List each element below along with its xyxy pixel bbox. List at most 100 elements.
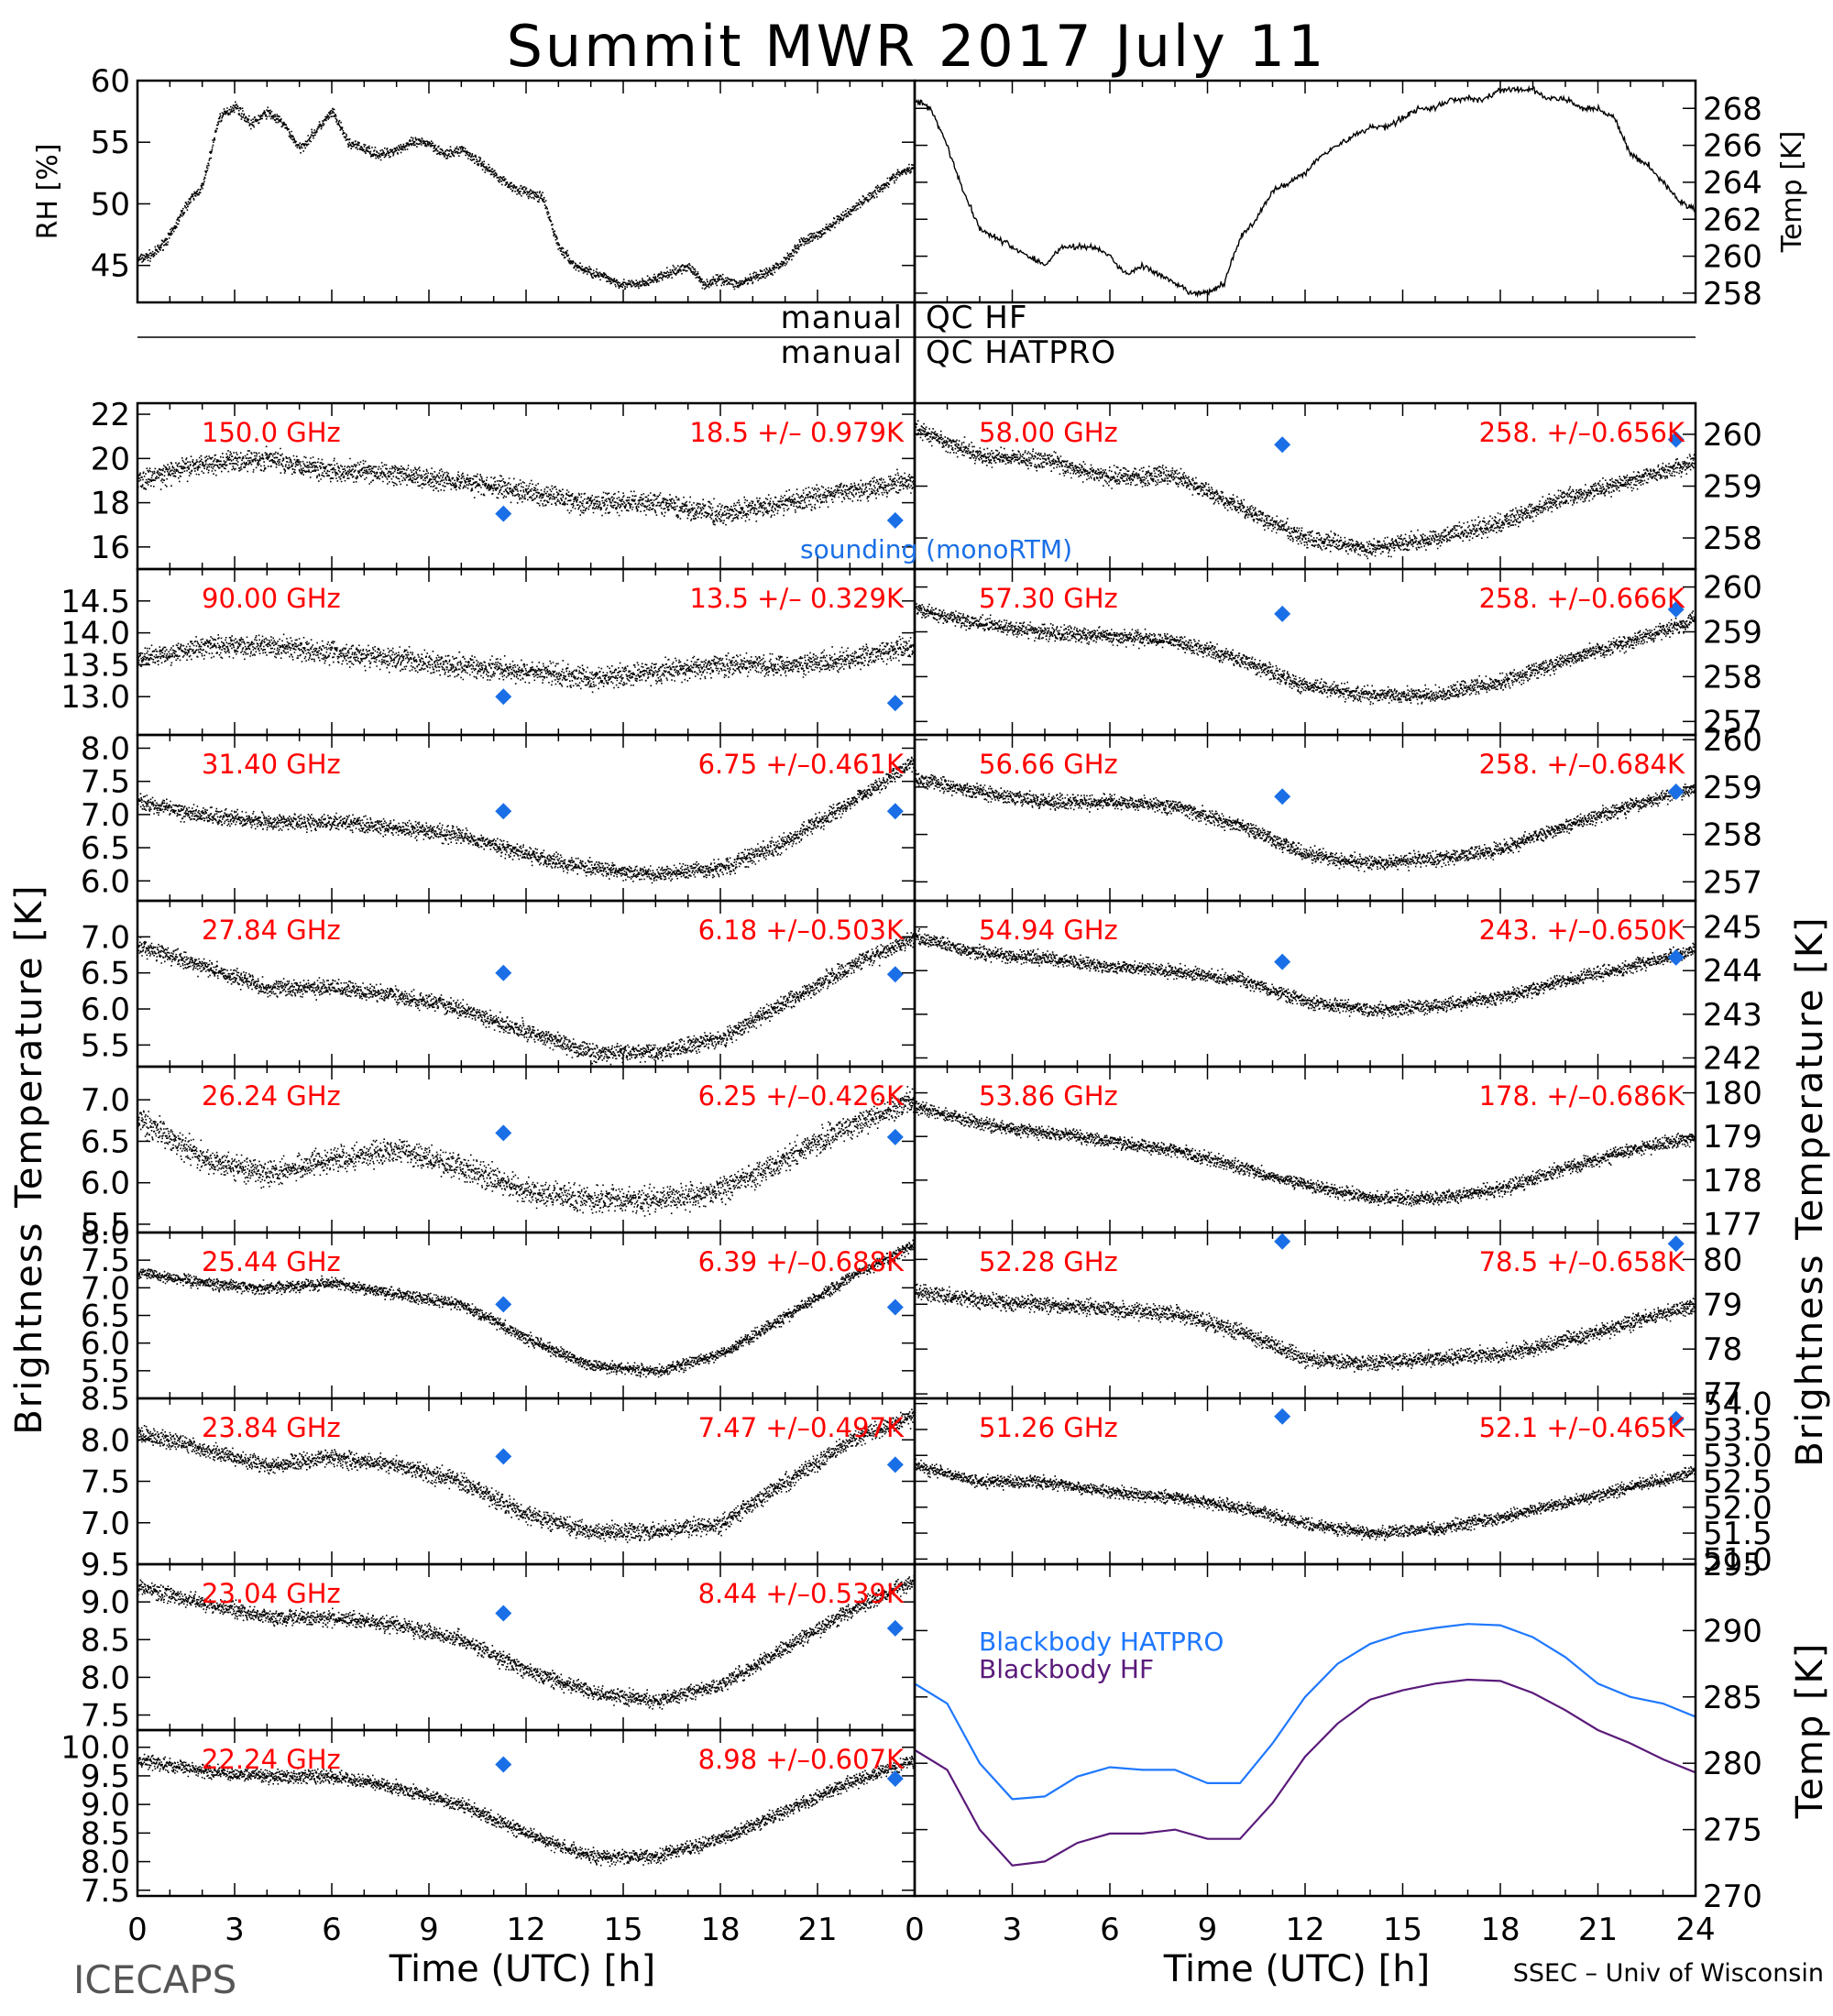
ytick-label-bt23_84: 8.5 [81, 1381, 130, 1418]
trace-bt52 [915, 1283, 1696, 1373]
xtick-label-left: 18 [700, 1912, 740, 1948]
qc-hf-left: manual [781, 300, 903, 336]
ytick-label-bt51: 53.5 [1703, 1412, 1773, 1449]
panel-bt22: 7.58.08.59.09.510.0 22.24 GHz 8.98 +/–0.60… [60, 1728, 916, 1910]
ytick-label-bt27: 5.5 [81, 1027, 130, 1064]
ytick-label-bt51: 51.5 [1703, 1516, 1773, 1552]
frame-blackbody [913, 1562, 1697, 1898]
ytick-label-bt23_04: 8.5 [81, 1622, 130, 1659]
ytick-label-temp: 264 [1703, 165, 1762, 202]
ytick-label-temp: 266 [1703, 128, 1762, 165]
xtick-label-left: 6 [322, 1912, 342, 1948]
trace-bt57_30 [915, 603, 1696, 706]
ytick-label-bt90: 13.5 [60, 647, 130, 684]
ytick-label-bt57_30: 259 [1703, 614, 1762, 651]
freq-label-bt150: 150.0 GHz [202, 417, 341, 448]
panel-bt23_04: 7.58.08.59.09.5 23.04 GHz 8.44 +/–0.539K [81, 1547, 916, 1735]
figure-title: Summit MWR 2017 July 11 [507, 13, 1327, 80]
sounding-marker-bt150-1 [886, 511, 904, 529]
ytick-label-bt27: 6.5 [81, 956, 130, 992]
sounding-marker-bt150-0 [495, 505, 512, 522]
ytick-label-temp: 260 [1703, 239, 1762, 276]
trace-points-bt90 [137, 633, 915, 694]
sounding-marker-bt26-1 [886, 1128, 904, 1145]
panel-bt54: 242 243 244 245 54.94 GHz 243. +/–0.650K [913, 899, 1762, 1077]
panel-bt53: 177 178 179 180 53.86 GHz 178. +/–0.686K [913, 1065, 1762, 1243]
ytick-label-bt25: 5.5 [81, 1353, 130, 1390]
ytick-label-bt52: 79 [1703, 1287, 1742, 1323]
freq-label-bt53: 53.86 GHz [979, 1080, 1118, 1112]
sounding-marker-bt57_30-1 [1667, 601, 1685, 619]
freq-label-bt22: 22.24 GHz [202, 1744, 341, 1775]
trace-points-bt23_84 [137, 1407, 915, 1543]
ytick-label-bt52: 78 [1703, 1331, 1742, 1368]
stat-label-bt56: 258. +/–0.684K [1479, 749, 1685, 780]
rh-ylabel: RH [%] [32, 144, 64, 240]
trace-points-bt52 [915, 1283, 1696, 1373]
sounding-marker-bt57_30-0 [1274, 605, 1291, 622]
trace-points-bt53 [915, 1101, 1696, 1207]
ytick-label-blackbody: 285 [1703, 1680, 1762, 1716]
trace-bt51 [915, 1458, 1696, 1541]
ytick-label-rh: 55 [91, 125, 130, 161]
xtick-label-left: 3 [225, 1912, 245, 1948]
sounding-marker-bt23_04-1 [886, 1619, 904, 1637]
panel-bt51: 51.051.552.052.553.053.554.0 51.26 GHz 52.… [913, 1386, 1773, 1578]
trace-bt27 [137, 932, 915, 1066]
panel-bt31: 6.06.57.07.58.0 31.40 GHz 6.75 +/–0.461K [81, 730, 916, 903]
stat-label-bt23_84: 7.47 +/–0.497K [698, 1412, 905, 1443]
ytick-label-blackbody: 290 [1703, 1613, 1762, 1649]
sounding-marker-bt23_04-0 [495, 1605, 512, 1622]
ytick-label-bt26: 5.5 [81, 1207, 130, 1244]
series-line-blackbody-hf [915, 1678, 1696, 1867]
trace-line-temp [915, 84, 1696, 299]
stat-label-bt25: 6.39 +/–0.688K [698, 1246, 905, 1277]
panel-bt90: 13.013.514.014.5 90.00 GHz 13.5 +/– 0.329K [60, 567, 916, 737]
ytick-label-bt56: 258 [1703, 817, 1762, 854]
ytick-label-bt52: 77 [1703, 1376, 1742, 1413]
sounding-marker-bt31-1 [886, 803, 904, 820]
ytick-label-bt150: 16 [91, 530, 130, 566]
ytick-label-bt53: 177 [1703, 1206, 1762, 1243]
freq-label-bt57_30: 57.30 GHz [979, 583, 1118, 614]
sounding-marker-bt56-1 [1667, 783, 1685, 801]
freq-label-bt52: 52.28 GHz [979, 1246, 1118, 1277]
freq-label-bt23_84: 23.84 GHz [202, 1412, 341, 1443]
stat-label-bt90: 13.5 +/– 0.329K [689, 583, 905, 614]
sounding-marker-bt51-0 [1274, 1408, 1291, 1425]
ytick-label-temp: 258 [1703, 276, 1762, 312]
freq-label-bt51: 51.26 GHz [979, 1412, 1118, 1443]
blackbody-ylabel: Temp [K] [1789, 1642, 1831, 1820]
ytick-label-bt31: 8.0 [81, 730, 130, 767]
sounding-marker-bt23_84-0 [495, 1448, 512, 1465]
ytick-label-bt51: 53.0 [1703, 1438, 1773, 1474]
trace-points-bt26 [137, 1086, 915, 1217]
sounding-marker-bt58-0 [1274, 436, 1291, 454]
ytick-label-bt90: 14.5 [60, 584, 130, 620]
trace-bt90 [137, 633, 915, 694]
panel-bt27: 5.56.06.57.0 27.84 GHz 6.18 +/–0.503K [81, 899, 916, 1068]
ytick-label-bt22: 8.0 [81, 1845, 130, 1881]
sounding-marker-bt54-1 [1667, 948, 1685, 966]
xtick-label-right: 18 [1480, 1912, 1520, 1948]
ytick-label-bt26: 6.0 [81, 1166, 130, 1202]
panel-bt23_84: 7.0 7.5 8.0 8.5 23.84 GHz 7.47 +/–0.497K [81, 1381, 916, 1566]
xtick-label-left: 21 [797, 1912, 837, 1948]
ytick-label-bt23_84: 7.0 [81, 1506, 130, 1542]
sounding-marker-bt23_84-1 [886, 1456, 904, 1474]
ytick-label-bt54: 245 [1703, 910, 1762, 947]
sounding-marker-bt27-0 [495, 964, 512, 981]
ytick-label-bt52: 80 [1703, 1242, 1742, 1278]
temp-ylabel: Temp [K] [1776, 131, 1808, 254]
ytick-label-bt25: 8.0 [81, 1215, 130, 1252]
series-line-blackbody-hatpro [915, 1623, 1696, 1801]
sounding-marker-bt25-1 [886, 1298, 904, 1316]
stat-label-bt57_30: 258. +/–0.666K [1479, 583, 1685, 614]
freq-label-bt54: 54.94 GHz [979, 915, 1118, 946]
panel-bt25: 5.56.06.57.07.58.0 25.44 GHz 6.39 +/–0.688… [81, 1215, 916, 1400]
ytick-label-bt23_04: 9.0 [81, 1584, 130, 1621]
ytick-label-temp: 268 [1703, 91, 1762, 127]
sounding-marker-bt54-0 [1274, 953, 1291, 970]
ytick-label-bt51: 52.5 [1703, 1464, 1773, 1501]
ytick-label-blackbody: 275 [1703, 1813, 1762, 1849]
